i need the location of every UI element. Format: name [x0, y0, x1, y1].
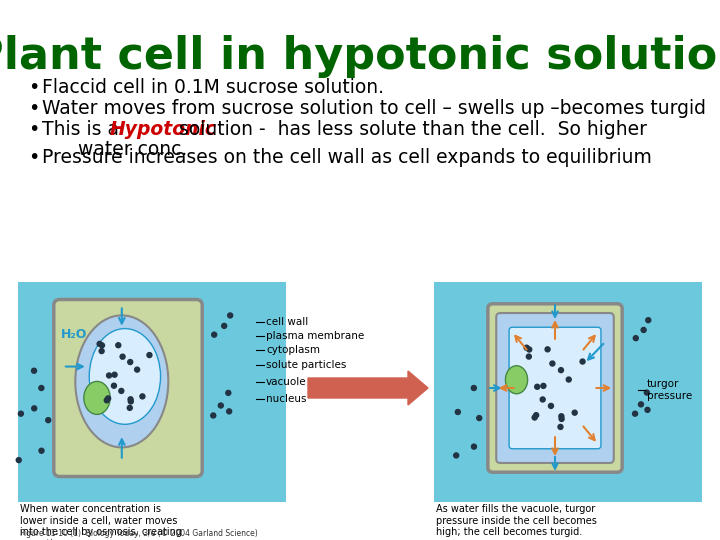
Circle shape	[32, 406, 37, 411]
Circle shape	[99, 349, 104, 354]
Circle shape	[17, 457, 22, 463]
FancyBboxPatch shape	[496, 313, 613, 463]
Bar	[434, 282, 702, 502]
Circle shape	[580, 359, 585, 364]
Circle shape	[104, 398, 109, 403]
Circle shape	[524, 345, 529, 350]
Text: Water moves from sucrose solution to cell – swells up –becomes turgid: Water moves from sucrose solution to cel…	[42, 99, 706, 118]
Circle shape	[32, 368, 37, 373]
Circle shape	[646, 318, 651, 323]
Circle shape	[550, 361, 555, 366]
Circle shape	[572, 410, 577, 415]
Text: Hypotonic: Hypotonic	[110, 120, 217, 139]
Text: This is a: This is a	[42, 120, 125, 139]
Text: solution -  has less solute than the cell.  So higher: solution - has less solute than the cell…	[173, 120, 647, 139]
Text: plasma membrane: plasma membrane	[266, 331, 364, 341]
Circle shape	[645, 407, 650, 413]
Circle shape	[559, 368, 564, 373]
Circle shape	[227, 409, 232, 414]
Text: When water concentration is
lower inside a cell, water moves
into the cell by os: When water concentration is lower inside…	[20, 504, 182, 540]
Ellipse shape	[76, 315, 168, 448]
Circle shape	[106, 396, 111, 401]
Circle shape	[559, 414, 564, 418]
Text: As water fills the vacuole, turgor
pressure inside the cell becomes
high; the ce: As water fills the vacuole, turgor press…	[436, 504, 597, 537]
Text: nucleus: nucleus	[266, 394, 307, 404]
Circle shape	[127, 406, 132, 410]
Text: Flaccid cell in 0.1M sucrose solution.: Flaccid cell in 0.1M sucrose solution.	[42, 78, 384, 97]
Circle shape	[535, 384, 540, 389]
Circle shape	[455, 409, 460, 415]
Circle shape	[633, 411, 637, 416]
Text: solute particles: solute particles	[266, 360, 346, 370]
Text: water conc.: water conc.	[54, 140, 187, 159]
Circle shape	[549, 403, 554, 408]
Circle shape	[472, 444, 477, 449]
Text: •: •	[28, 120, 40, 139]
Circle shape	[228, 313, 233, 318]
Circle shape	[112, 383, 117, 388]
Text: cell wall: cell wall	[266, 317, 308, 327]
Text: H₂O: H₂O	[61, 328, 88, 341]
Circle shape	[644, 390, 649, 395]
Ellipse shape	[84, 381, 110, 414]
Circle shape	[454, 453, 459, 458]
Circle shape	[634, 336, 639, 341]
Circle shape	[472, 386, 477, 390]
Circle shape	[226, 390, 231, 395]
Circle shape	[140, 394, 145, 399]
Text: Plant cell in hypotonic solution: Plant cell in hypotonic solution	[0, 35, 720, 78]
Circle shape	[540, 397, 545, 402]
Text: cytoplasm: cytoplasm	[266, 345, 320, 355]
Circle shape	[212, 332, 217, 337]
Circle shape	[222, 323, 227, 328]
Circle shape	[97, 341, 102, 346]
Circle shape	[39, 386, 44, 390]
Text: vacuole: vacuole	[266, 377, 307, 387]
Circle shape	[641, 327, 646, 333]
Circle shape	[147, 353, 152, 357]
Text: •: •	[28, 148, 40, 167]
Circle shape	[127, 360, 132, 365]
Circle shape	[135, 367, 140, 372]
Circle shape	[128, 397, 133, 402]
Circle shape	[19, 411, 23, 416]
Circle shape	[39, 448, 44, 453]
Circle shape	[527, 347, 532, 352]
Text: turgor
pressure: turgor pressure	[647, 379, 692, 401]
Circle shape	[558, 424, 563, 429]
Text: •: •	[28, 99, 40, 118]
Circle shape	[545, 347, 550, 352]
Circle shape	[218, 403, 223, 408]
Circle shape	[534, 413, 539, 417]
Circle shape	[128, 399, 133, 404]
Text: •: •	[28, 78, 40, 97]
Circle shape	[526, 354, 531, 359]
FancyBboxPatch shape	[488, 304, 622, 472]
FancyArrow shape	[308, 371, 428, 405]
Bar	[18, 282, 286, 502]
Ellipse shape	[505, 366, 528, 394]
Circle shape	[211, 413, 216, 418]
Circle shape	[639, 402, 644, 407]
Circle shape	[107, 373, 112, 378]
Ellipse shape	[89, 329, 161, 424]
Circle shape	[46, 417, 50, 423]
Circle shape	[119, 388, 124, 394]
Circle shape	[116, 343, 121, 348]
Circle shape	[120, 354, 125, 359]
FancyBboxPatch shape	[54, 300, 202, 476]
Circle shape	[559, 416, 564, 421]
Circle shape	[532, 415, 537, 420]
Circle shape	[541, 383, 546, 388]
Text: Figure 11-10 (1)  Biology Today, 3/e (© 2004 Garland Science): Figure 11-10 (1) Biology Today, 3/e (© 2…	[20, 529, 258, 538]
Circle shape	[477, 416, 482, 421]
FancyBboxPatch shape	[509, 327, 601, 449]
Circle shape	[566, 377, 571, 382]
Circle shape	[112, 372, 117, 377]
Circle shape	[99, 343, 104, 348]
Text: Pressure increases on the cell wall as cell expands to equilibrium: Pressure increases on the cell wall as c…	[42, 148, 652, 167]
